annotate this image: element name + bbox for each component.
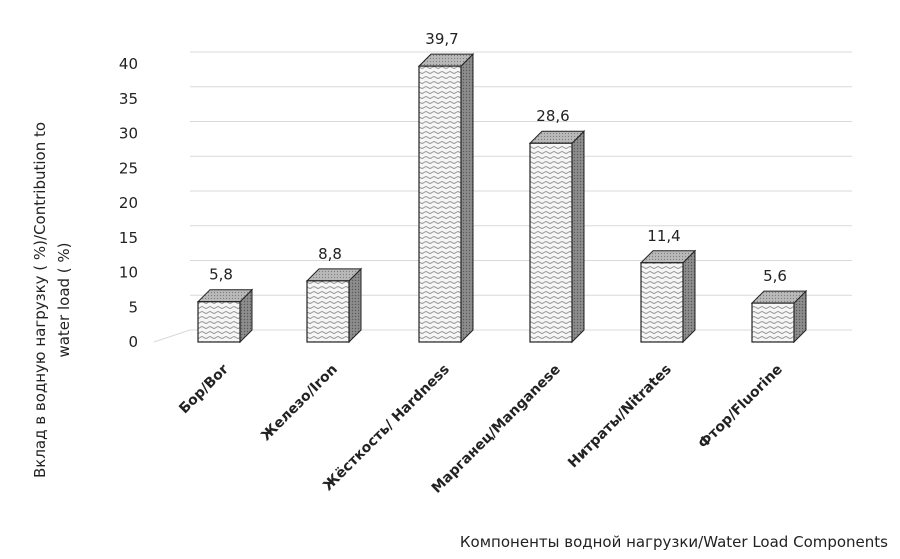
data-label: 5,6 [763, 267, 787, 285]
bar [528, 130, 586, 344]
gridlines [153, 51, 852, 343]
y-tick-label: 40 [119, 55, 138, 73]
bar [639, 249, 697, 344]
y-tick-label: 10 [119, 264, 138, 282]
bar [305, 267, 363, 344]
floor-edge [153, 329, 191, 343]
x-axis-title: Компоненты водной нагрузки/Water Load Co… [460, 533, 888, 551]
y-tick-label: 25 [119, 159, 138, 177]
bar-front [418, 65, 462, 343]
y-tick-label: 0 [128, 333, 138, 351]
data-label: 8,8 [318, 245, 342, 263]
bar-side [571, 130, 585, 344]
x-tick-label: Марганец/Manganese [429, 362, 564, 497]
x-tick-label: Железо/Iron [258, 362, 341, 445]
x-tick-label: Жёсткость/ Hardness [320, 362, 453, 495]
x-tick-label: Фтор/Fluorine [695, 362, 785, 452]
y-tick-label: 35 [119, 90, 138, 108]
y-axis-ticks: 0 5 10 15 20 25 30 35 40 [119, 55, 138, 351]
bar-side [348, 267, 362, 344]
y-tick-label: 5 [128, 298, 138, 316]
x-tick-label: Нитраты/Nitrates [565, 362, 675, 472]
bar-front [751, 302, 795, 343]
x-tick-label: Бор/Bor [176, 361, 232, 417]
bar-front [529, 142, 573, 343]
bar-side [460, 52, 474, 344]
bar-front [640, 262, 684, 343]
data-label: 5,8 [209, 266, 233, 284]
bar [196, 288, 254, 344]
data-label: 28,6 [536, 107, 569, 125]
y-tick-label: 30 [119, 125, 138, 143]
y-axis-title-line-1: Вклад в водную нагрузку ( %)/Contributio… [31, 122, 49, 478]
data-label: 39,7 [425, 30, 458, 48]
y-tick-label: 15 [119, 229, 138, 247]
y-tick-label: 20 [119, 194, 138, 212]
bar [750, 289, 808, 344]
bar [417, 52, 475, 344]
bar-front [306, 280, 350, 343]
bar-side [682, 249, 696, 344]
bars [196, 52, 808, 344]
value-labels: 5,8 8,8 39,7 28,6 11,4 5,6 [209, 30, 787, 285]
data-label: 11,4 [647, 227, 680, 245]
y-axis-title-line-2: water load ( %) [55, 242, 73, 357]
bar-front [197, 301, 241, 343]
